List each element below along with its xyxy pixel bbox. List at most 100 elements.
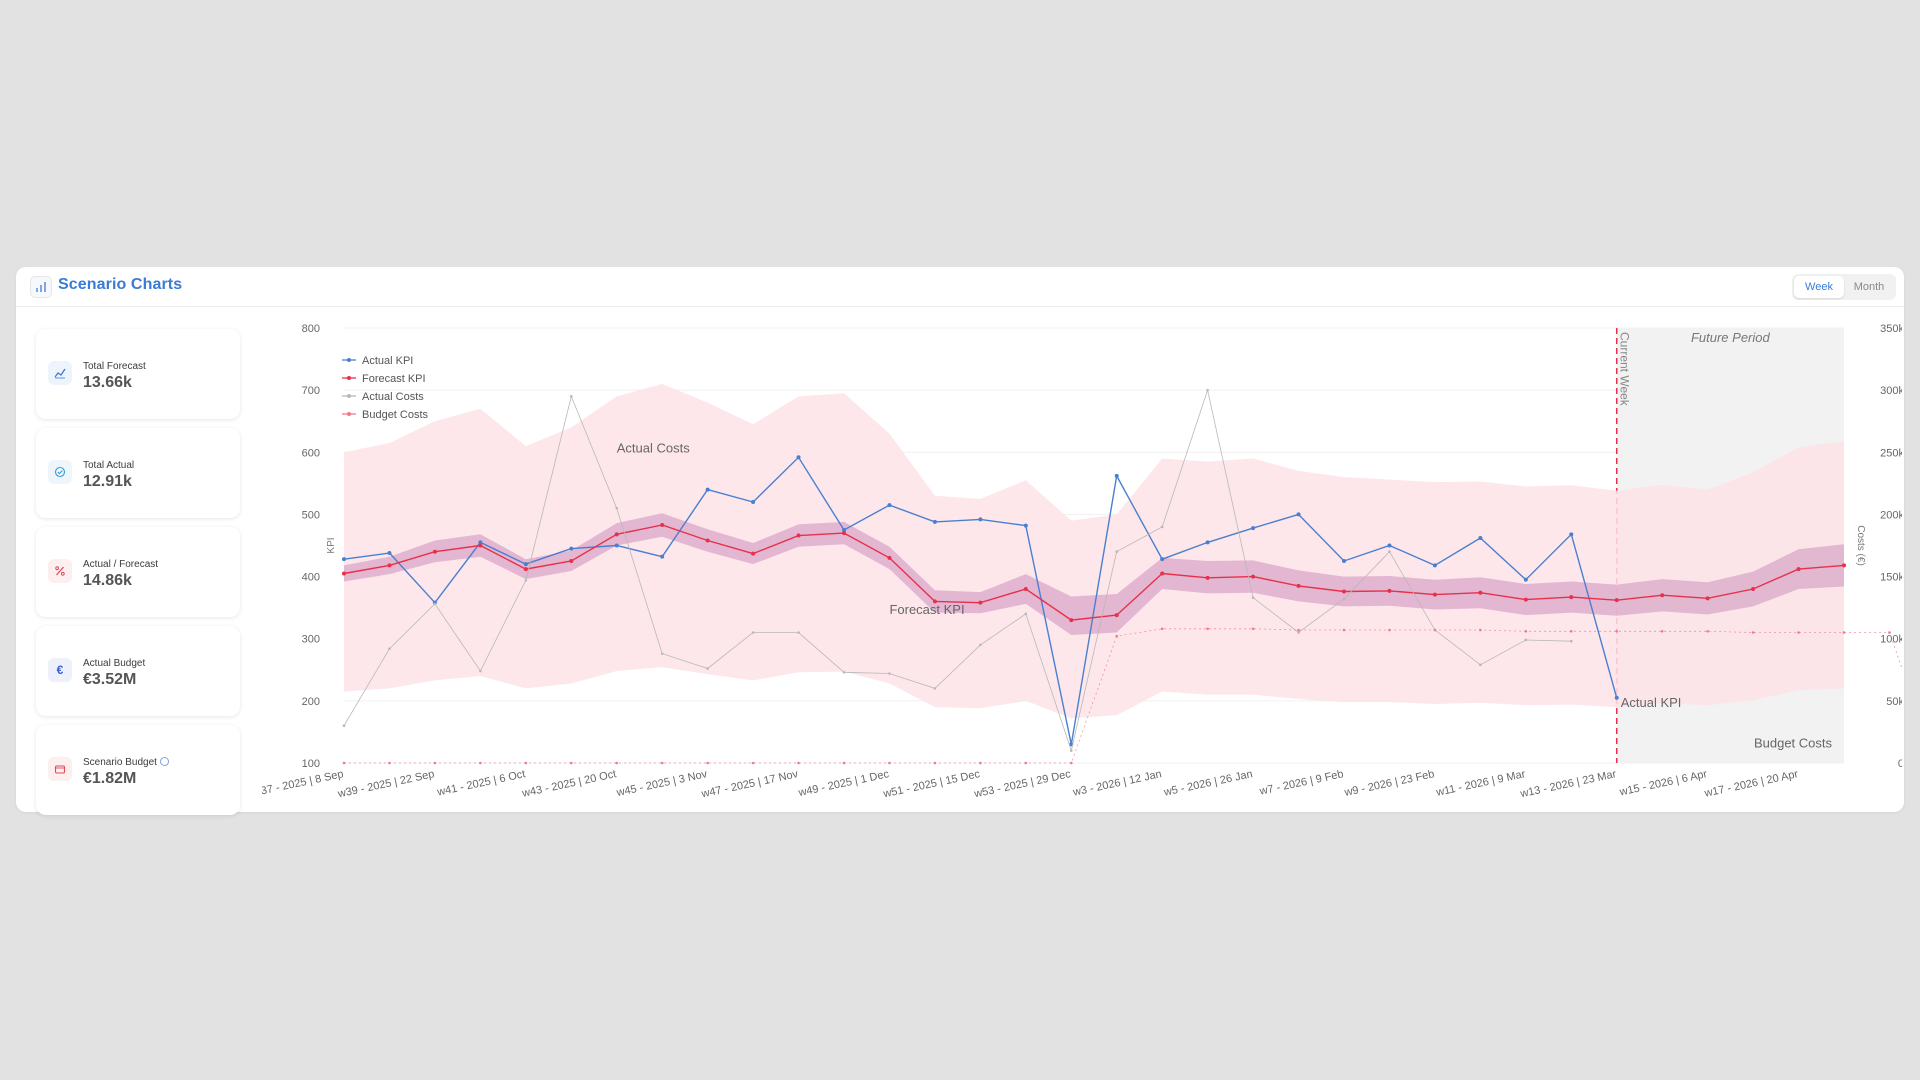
actual-kpi-point [387, 550, 392, 555]
x-tick-label: w53 - 2025 | 29 Dec [972, 768, 1072, 800]
budget-costs-point [1069, 761, 1073, 765]
legend-label: Actual KPI [362, 355, 413, 367]
forecast-kpi-point [978, 600, 983, 605]
x-tick-label: w3 - 2026 | 12 Jan [1071, 768, 1163, 799]
card-value: €3.52M [83, 671, 137, 688]
chart-legend: Actual KPI Forecast KPI Actual Costs Budget… [342, 355, 429, 421]
actual-kpi-point [1387, 543, 1392, 548]
forecast-kpi-point [1205, 575, 1210, 580]
y-tick-label-right: 200k [1880, 509, 1902, 521]
budget-costs-point [660, 761, 664, 765]
actual-kpi-point [1342, 559, 1346, 564]
actual-costs-point [842, 670, 846, 674]
week-toggle-button[interactable]: Week [1794, 276, 1844, 298]
actual-costs-point [1160, 525, 1164, 529]
actual-kpi-point [932, 519, 937, 524]
card-actual-budget[interactable]: € Actual Budget €3.52M [36, 626, 240, 716]
actual-costs-line [343, 388, 1572, 753]
x-tick-label: w13 - 2026 | 23 Mar [1518, 768, 1617, 800]
actual-costs-point [433, 602, 437, 606]
budget-costs-point [479, 761, 482, 765]
forecast-kpi-point [1751, 587, 1756, 591]
wallet-icon [48, 757, 72, 781]
trend-up-icon [48, 361, 72, 385]
info-icon[interactable] [159, 757, 169, 766]
budget-costs-point [933, 761, 937, 765]
actual-costs-point [1115, 550, 1119, 554]
x-tick-label: w37 - 2025 | 8 Sep [262, 768, 345, 799]
actual-kpi-point [1205, 540, 1210, 545]
forecast-kpi-point [887, 555, 892, 560]
y-tick-label-left: 600 [302, 447, 320, 459]
actual-kpi-point [478, 540, 483, 545]
budget-costs-point [751, 761, 755, 765]
card-label: Scenario Budget [83, 757, 169, 768]
forecast-kpi-point [569, 559, 574, 564]
legend-marker [347, 412, 351, 416]
chart-annotations: Actual Costs Forecast KPI Actual KPI Budget… [617, 440, 1833, 750]
budget-costs-point [888, 761, 891, 765]
card-scenario-budget[interactable]: Scenario Budget €1.82M [36, 725, 240, 815]
budget-costs-point [1888, 631, 1891, 634]
actual-kpi-point [1296, 512, 1301, 517]
forecast-kpi-point [1842, 563, 1846, 568]
y-tick-label-right: 350k [1880, 323, 1902, 335]
forecast-kpi-point [432, 549, 437, 554]
actual-kpi-point [978, 517, 983, 522]
forecast-kpi-point [796, 533, 801, 538]
legend-label: Budget Costs [362, 409, 429, 421]
y-tick-label-right: 300k [1880, 385, 1902, 397]
y-tick-label-right: 150k [1880, 572, 1902, 584]
bar-chart-icon [30, 276, 52, 298]
card-total-forecast[interactable]: Total Forecast 13.66k [36, 329, 240, 419]
forecast-kpi-point [1160, 571, 1165, 576]
actual-costs-point [706, 667, 709, 670]
forecast-kpi-point [660, 522, 665, 527]
card-value: 14.86k [83, 572, 132, 589]
card-label-text: Scenario Budget [83, 757, 157, 768]
actual-costs-point [569, 395, 573, 398]
actual-kpi-point [887, 503, 892, 508]
forecast-kpi-point [751, 551, 756, 556]
x-tick-label: w5 - 2026 | 26 Jan [1162, 768, 1254, 799]
period-toggle: Week Month [1792, 274, 1896, 300]
legend-marker [347, 376, 351, 380]
budget-costs-point [1342, 628, 1346, 632]
actual-kpi-point [660, 554, 665, 559]
actual-costs-point [933, 687, 937, 690]
x-tick-label: w49 - 2025 | 1 Dec [796, 768, 890, 799]
y-tick-label-left: 200 [302, 696, 320, 708]
actual-costs-point [1297, 631, 1300, 634]
y-tick-label-right: 100k [1880, 634, 1902, 646]
actual-costs-point [1569, 639, 1573, 643]
forecast-kpi-point [1796, 567, 1801, 572]
actual-costs-point [1524, 638, 1528, 642]
forecast-kpi-line [343, 524, 1845, 621]
actual-costs-point [1069, 749, 1073, 752]
current-week-label: Current Week [1618, 332, 1632, 407]
card-label: Actual Budget [83, 658, 146, 669]
x-tick-label: w47 - 2025 | 17 Nov [700, 768, 800, 800]
legend-marker [347, 394, 351, 398]
forecast-kpi-point [342, 571, 346, 576]
y-tick-label-right: 0 [1898, 758, 1902, 770]
forecast-kpi-point [523, 567, 528, 572]
budget-costs-point [1660, 629, 1664, 633]
actual-kpi-point [1569, 532, 1574, 537]
card-label: Actual / Forecast [83, 559, 159, 570]
kpi-cards: Total Forecast 13.66k Total Actual 12.91… [36, 329, 240, 824]
card-total-actual[interactable]: Total Actual 12.91k [36, 428, 240, 518]
x-tick-label: w7 - 2026 | 9 Feb [1258, 768, 1345, 798]
actual-costs-point [1342, 597, 1346, 601]
budget-costs-point [1569, 629, 1573, 633]
card-actual-forecast[interactable]: Actual / Forecast 14.86k [36, 527, 240, 617]
card-label: Total Forecast [83, 361, 146, 372]
legend-marker [347, 358, 351, 362]
actual-costs-point [1206, 388, 1209, 392]
annotation-budget-costs: Budget Costs [1754, 735, 1833, 750]
actual-costs-point [479, 669, 482, 673]
future-period-label: Future Period [1691, 330, 1771, 345]
month-toggle-button[interactable]: Month [1853, 281, 1885, 293]
forecast-kpi-point [1387, 588, 1392, 593]
budget-costs-point [1297, 628, 1300, 632]
